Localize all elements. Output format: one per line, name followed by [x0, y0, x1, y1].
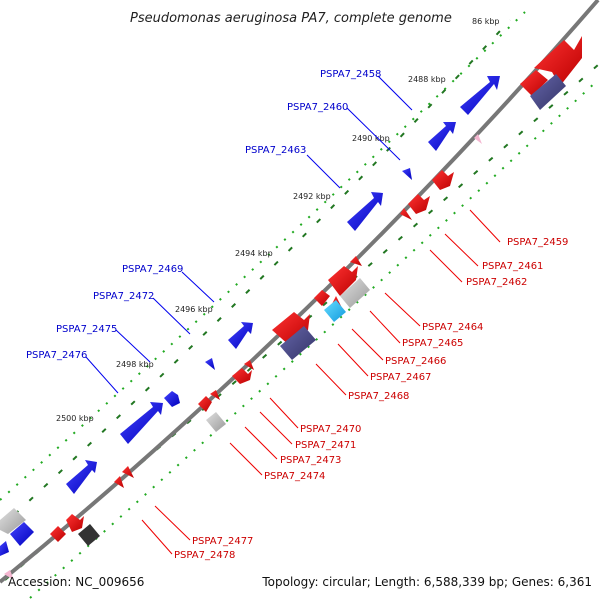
gene-label[interactable]: PSPA7_2461	[482, 261, 543, 272]
gene-arrow[interactable]	[474, 134, 482, 144]
gene-label[interactable]: PSPA7_2464	[422, 322, 483, 333]
gene-arrow[interactable]	[408, 194, 430, 214]
gene-label[interactable]: PSPA7_2463	[245, 145, 306, 156]
gene-arrow[interactable]	[534, 36, 582, 86]
gene-arrow[interactable]	[122, 466, 134, 478]
gene-arrow[interactable]	[402, 168, 412, 180]
gene-arrow[interactable]	[460, 76, 500, 115]
gene-arrow[interactable]	[66, 514, 84, 532]
gene-arrow[interactable]	[428, 122, 456, 151]
gene-label[interactable]: PSPA7_2477	[192, 536, 253, 547]
map-title: Pseudomonas aeruginosa PA7, complete gen…	[130, 11, 452, 26]
tick-label: 2492 kbp	[293, 192, 331, 201]
gene-arrow[interactable]	[244, 360, 254, 370]
gene-label[interactable]: PSPA7_2462	[466, 277, 527, 288]
gene-arrow[interactable]	[328, 266, 358, 296]
gene-label[interactable]: PSPA7_2460	[287, 102, 348, 113]
gene-label[interactable]: PSPA7_2468	[348, 391, 409, 402]
gene-arrow[interactable]	[228, 322, 253, 349]
gene-label[interactable]: PSPA7_2474	[264, 471, 325, 482]
feature-block[interactable]	[78, 524, 100, 546]
forward-label-leaders	[85, 75, 413, 394]
gene-arrow[interactable]	[198, 396, 212, 412]
gene-arrow[interactable]	[114, 476, 124, 488]
tick-label: 2488 kbp	[408, 75, 446, 84]
tick-labels: 86 kbp 2488 kbp 2490 kbp 2492 kbp 2494 k…	[56, 17, 500, 423]
feature-block[interactable]	[10, 522, 34, 546]
gene-label[interactable]: PSPA7_2471	[295, 440, 356, 451]
gene-arrow[interactable]	[164, 391, 180, 407]
gene-arrow[interactable]	[400, 208, 412, 220]
gene-arrow[interactable]	[50, 526, 66, 542]
feature-block[interactable]	[0, 508, 26, 534]
gene-label[interactable]: PSPA7_2469	[122, 264, 183, 275]
gene-arrow[interactable]	[210, 390, 220, 400]
gene-arrow[interactable]	[347, 192, 383, 231]
reverse-label-leaders	[141, 209, 501, 555]
gene-arrow[interactable]	[205, 358, 215, 370]
gene-label[interactable]: PSPA7_2470	[300, 424, 361, 435]
gene-arrow[interactable]	[520, 70, 548, 96]
gene-label[interactable]: PSPA7_2466	[385, 356, 446, 367]
gene-label[interactable]: PSPA7_2458	[320, 69, 381, 80]
gene-label[interactable]: PSPA7_2467	[370, 372, 431, 383]
gene-arrow[interactable]	[120, 402, 163, 444]
gene-arrow[interactable]	[272, 312, 310, 346]
gene-arrow[interactable]	[4, 570, 14, 580]
gene-arrow[interactable]	[350, 256, 362, 266]
tick-label: 2498 kbp	[116, 360, 154, 369]
tick-label: 2500 kbp	[56, 414, 94, 423]
gene-arrow[interactable]	[432, 170, 454, 190]
gene-label[interactable]: PSPA7_2465	[402, 338, 463, 349]
gene-arrow[interactable]	[66, 460, 97, 494]
gene-arrow[interactable]	[314, 290, 330, 306]
tick-label: 86 kbp	[472, 17, 500, 26]
forward-labels: PSPA7_2458 PSPA7_2460 PSPA7_2463 PSPA7_2…	[26, 69, 381, 361]
feature-block[interactable]	[206, 412, 226, 432]
feature-block[interactable]	[324, 300, 346, 322]
tick-label: 2490 kbp	[352, 134, 390, 143]
feature-block[interactable]	[280, 326, 316, 360]
forward-strand-genes	[0, 76, 500, 556]
gene-label[interactable]: PSPA7_2473	[280, 455, 341, 466]
gene-label[interactable]: PSPA7_2459	[507, 237, 568, 248]
gene-label[interactable]: PSPA7_2472	[93, 291, 154, 302]
other-features	[0, 74, 566, 546]
gene-arrow[interactable]	[232, 368, 252, 384]
reverse-labels: PSPA7_2459 PSPA7_2461 PSPA7_2462 PSPA7_2…	[174, 237, 568, 561]
feature-block[interactable]	[530, 74, 566, 110]
gene-label[interactable]: PSPA7_2475	[56, 324, 117, 335]
tick-label: 2496 kbp	[175, 305, 213, 314]
tick-label: 2494 kbp	[235, 249, 273, 258]
tick-ring-inner	[0, 19, 599, 581]
feature-block[interactable]	[340, 278, 370, 308]
genome-backbone	[0, 0, 600, 584]
gene-label[interactable]: PSPA7_2476	[26, 350, 87, 361]
accession-label: Accession: NC_009656	[8, 575, 144, 589]
gene-arrow[interactable]	[0, 541, 9, 556]
gene-label[interactable]: PSPA7_2478	[174, 550, 235, 561]
topology-label: Topology: circular; Length: 6,588,339 bp…	[261, 575, 592, 589]
